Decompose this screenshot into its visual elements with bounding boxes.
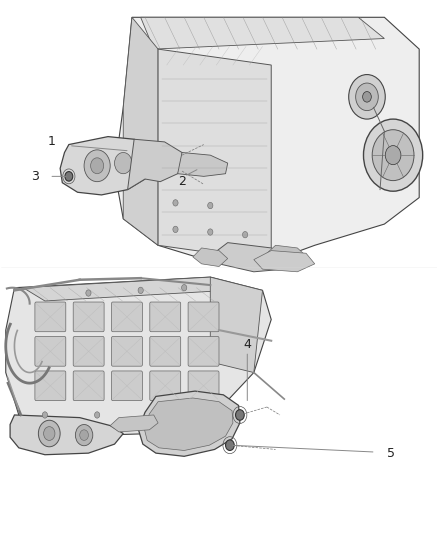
Circle shape [356, 83, 378, 111]
FancyBboxPatch shape [73, 371, 104, 401]
Polygon shape [144, 398, 233, 450]
Circle shape [364, 119, 423, 191]
FancyBboxPatch shape [188, 336, 219, 366]
FancyBboxPatch shape [188, 371, 219, 401]
Polygon shape [178, 152, 228, 176]
Circle shape [115, 152, 132, 174]
Polygon shape [23, 277, 228, 301]
Circle shape [138, 287, 143, 294]
Polygon shape [127, 139, 184, 190]
Polygon shape [10, 415, 123, 455]
FancyBboxPatch shape [188, 302, 219, 332]
Circle shape [39, 420, 60, 447]
Circle shape [226, 440, 234, 450]
Polygon shape [138, 391, 240, 456]
Polygon shape [6, 277, 271, 436]
Polygon shape [158, 49, 271, 261]
FancyBboxPatch shape [73, 336, 104, 366]
Circle shape [84, 150, 110, 182]
FancyBboxPatch shape [150, 371, 181, 401]
Circle shape [173, 226, 178, 232]
Circle shape [208, 229, 213, 235]
Polygon shape [267, 245, 306, 264]
Polygon shape [115, 17, 419, 261]
FancyBboxPatch shape [35, 302, 66, 332]
Polygon shape [210, 277, 262, 373]
Circle shape [95, 412, 100, 418]
Circle shape [173, 200, 178, 206]
Circle shape [42, 412, 47, 418]
Polygon shape [110, 415, 158, 432]
Polygon shape [210, 243, 289, 272]
FancyBboxPatch shape [112, 371, 142, 401]
Circle shape [91, 158, 104, 174]
FancyBboxPatch shape [73, 302, 104, 332]
FancyBboxPatch shape [35, 336, 66, 366]
Circle shape [372, 130, 414, 181]
FancyBboxPatch shape [112, 302, 142, 332]
Polygon shape [254, 251, 315, 272]
Polygon shape [123, 17, 158, 245]
Text: 3: 3 [32, 170, 39, 183]
Circle shape [86, 290, 91, 296]
Circle shape [385, 146, 401, 165]
Polygon shape [193, 248, 228, 266]
Text: 4: 4 [244, 338, 251, 351]
Polygon shape [141, 17, 385, 49]
Circle shape [243, 231, 248, 238]
FancyBboxPatch shape [150, 336, 181, 366]
Circle shape [363, 92, 371, 102]
FancyBboxPatch shape [150, 302, 181, 332]
Text: 2: 2 [178, 175, 186, 188]
Circle shape [349, 75, 385, 119]
Circle shape [182, 285, 187, 291]
Circle shape [236, 410, 244, 420]
Circle shape [75, 424, 93, 446]
Circle shape [65, 172, 73, 181]
Circle shape [80, 430, 88, 440]
Text: 1: 1 [47, 135, 55, 148]
Polygon shape [60, 136, 152, 195]
Circle shape [208, 203, 213, 209]
FancyBboxPatch shape [112, 336, 142, 366]
Text: 5: 5 [387, 447, 395, 459]
Circle shape [44, 426, 55, 440]
FancyBboxPatch shape [35, 371, 66, 401]
